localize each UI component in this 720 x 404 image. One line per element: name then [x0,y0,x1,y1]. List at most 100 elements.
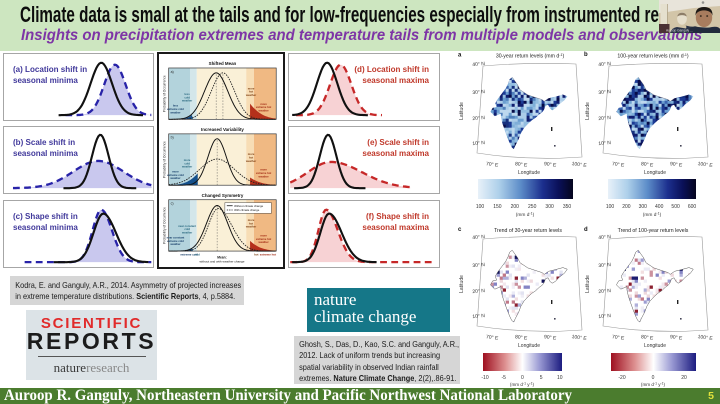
svg-text:(a) Location shift in: (a) Location shift in [13,65,87,74]
svg-text:seasonal minima: seasonal minima [13,76,78,85]
svg-text:0: 0 [652,375,655,381]
svg-text:more: more [184,159,191,162]
svg-text:more: more [260,103,267,106]
svg-text:more: more [248,219,255,222]
svg-text:weather: weather [258,174,270,178]
svg-text:90° E: 90° E [670,161,684,169]
svg-text:(f) Shape shift in: (f) Shape shift in [366,212,429,221]
svg-text:200: 200 [622,204,631,210]
svg-text:10: 10 [557,375,563,381]
svg-text:-5: -5 [501,375,506,381]
svg-text:near constant: near constant [178,224,196,228]
svg-text:20° N: 20° N [472,115,485,122]
svg-text:100-year return levels (mm d-1: 100-year return levels (mm d-1) [617,53,689,60]
svg-text:seasonal minima: seasonal minima [13,149,78,158]
svg-text:more: more [260,235,267,238]
svg-text:extreme hot: extreme hot [256,237,271,241]
svg-text:Latitude: Latitude [585,102,591,120]
svg-text:extreme hot: extreme hot [256,105,271,109]
svg-text:5: 5 [540,375,543,381]
svg-text:10° N: 10° N [598,313,611,320]
svg-text:Longitude: Longitude [644,170,666,176]
svg-text:500: 500 [671,204,680,210]
svg-text:30° N: 30° N [598,262,611,269]
svg-text:a: a [458,53,462,59]
svg-text:b): b) [171,136,174,140]
svg-text:100° E: 100° E [697,334,713,342]
svg-text:extreme hot: extreme hot [260,252,276,256]
svg-text:weather: weather [181,99,193,103]
svg-text:extreme cold: extreme cold [167,173,184,177]
svg-text:350: 350 [563,204,572,210]
svg-text:c): c) [171,202,174,206]
svg-text:(mm d-1): (mm d-1) [516,211,535,218]
svg-text:10° N: 10° N [472,313,485,320]
svg-text:70° E: 70° E [612,334,626,342]
svg-text:d: d [584,227,588,233]
svg-text:40° N: 40° N [598,234,611,241]
svg-text:70° E: 70° E [486,161,500,169]
svg-text:Trend of 100-year return level: Trend of 100-year return levels [618,228,689,234]
svg-text:80° E: 80° E [641,334,655,342]
svg-text:100° E: 100° E [697,161,713,169]
svg-text:Increased Variability: Increased Variability [201,127,244,132]
svg-text:Changed Symmetry: Changed Symmetry [202,193,244,198]
svg-text:100° E: 100° E [571,334,587,342]
svg-text:20: 20 [681,375,687,381]
svg-text:cold: cold [184,95,190,99]
svg-text:80° E: 80° E [515,161,529,169]
svg-text:70° E: 70° E [612,161,626,169]
svg-text:200: 200 [511,204,520,210]
svg-text:(mm d-1 y-1): (mm d-1 y-1) [641,382,666,388]
svg-text:weather: weather [258,108,270,112]
svg-text:hot: hot [254,252,259,256]
svg-text:weather: weather [181,230,193,234]
svg-text:weather: weather [169,176,181,180]
svg-text:100: 100 [606,204,615,210]
svg-text:Latitude: Latitude [459,275,465,293]
svg-text:(c) Shape shift in: (c) Shape shift in [13,212,78,221]
svg-text:(e) Scale shift in: (e) Scale shift in [367,138,429,147]
svg-text:more: more [248,153,255,156]
svg-text:Auroop Ganguly ...: Auroop Ganguly ... [666,29,693,33]
svg-text:70° E: 70° E [486,334,500,342]
svg-text:80° E: 80° E [641,161,655,169]
svg-text:weather: weather [181,165,193,169]
svg-text:300: 300 [639,204,648,210]
svg-text:90° E: 90° E [670,334,684,342]
svg-text:90° E: 90° E [544,334,558,342]
svg-text:600: 600 [688,204,697,210]
svg-text:Without climate change: Without climate change [234,204,264,208]
svg-text:30-year return levels (mm d-1): 30-year return levels (mm d-1) [496,53,565,60]
svg-text:400: 400 [655,204,664,210]
svg-text:30° N: 30° N [472,89,485,96]
svg-text:40° N: 40° N [472,61,485,68]
svg-text:weather: weather [258,240,270,244]
svg-text:Longitude: Longitude [644,343,666,349]
svg-text:10° N: 10° N [472,140,485,147]
svg-text:With climate change: With climate change [234,208,260,212]
svg-text:extreme cold: extreme cold [167,239,184,243]
svg-text:300: 300 [545,204,554,210]
svg-text:20° N: 20° N [598,288,611,295]
svg-text:0: 0 [521,375,524,381]
svg-text:weather: weather [169,242,181,246]
svg-text:hot: hot [249,155,253,159]
svg-text:Probability of Occurrence: Probability of Occurrence [162,141,166,178]
svg-text:90° E: 90° E [544,161,558,169]
svg-text:hot: hot [249,221,253,225]
svg-text:-10: -10 [481,375,488,381]
svg-text:40° N: 40° N [472,234,485,241]
svg-text:extreme cold: extreme cold [180,252,198,256]
svg-text:30° N: 30° N [598,89,611,96]
svg-text:cold: cold [184,227,190,231]
svg-text:b: b [584,52,588,58]
svg-text:20° N: 20° N [598,115,611,122]
svg-text:100: 100 [476,204,485,210]
svg-text:250: 250 [528,204,537,210]
svg-text:10° N: 10° N [598,140,611,147]
svg-text:weather: weather [245,93,257,97]
svg-text:cold: cold [184,161,190,165]
svg-text:without and with weather chang: without and with weather change [199,260,244,264]
svg-text:weather: weather [169,110,181,114]
